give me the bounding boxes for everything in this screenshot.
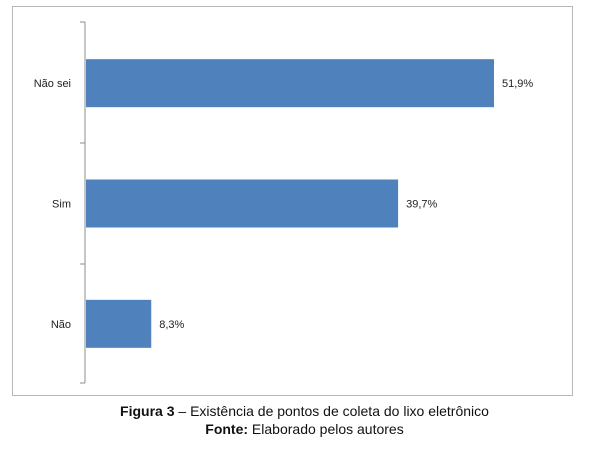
source-label: Fonte: [205, 421, 249, 437]
value-label: 51,9% [502, 78, 533, 90]
caption-title-line: Figura 3 – Existência de pontos de colet… [0, 402, 609, 420]
bar [86, 59, 494, 108]
bars-group: Não sei 51,9% Sim 39,7% Não 8,3% [34, 59, 533, 348]
caption-source-line: Fonte: Elaborado pelos autores [0, 420, 609, 438]
bar [86, 299, 152, 348]
category-label: Não sei [34, 78, 71, 90]
category-label: Não [51, 319, 71, 331]
value-label: 8,3% [159, 319, 184, 331]
figure-caption: Figura 3 – Existência de pontos de colet… [0, 402, 609, 438]
category-label: Sim [52, 199, 71, 211]
figure-label: Figura 3 [120, 403, 175, 419]
source-text: Elaborado pelos autores [248, 421, 404, 437]
bar [86, 179, 399, 228]
figure-title: – Existência de pontos de coleta do lixo… [174, 403, 489, 419]
value-label: 39,7% [406, 199, 437, 211]
